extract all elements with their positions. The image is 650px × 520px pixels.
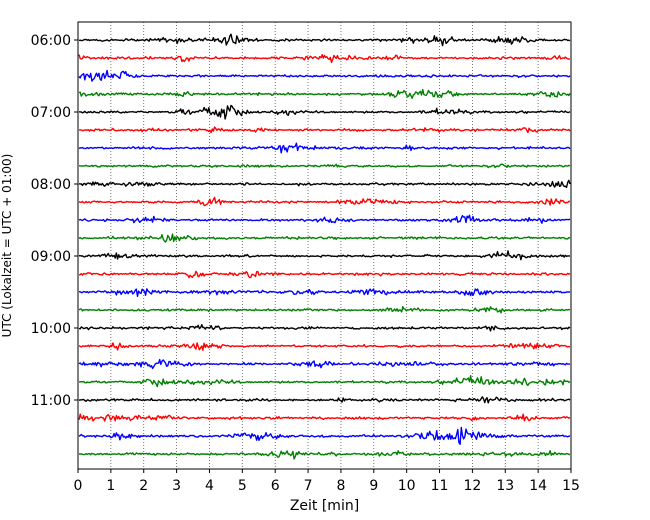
- trace-0800: [78, 179, 571, 189]
- x-tick-label: 14: [529, 478, 547, 494]
- trace-0915: [78, 270, 571, 279]
- x-axis-title: Zeit [min]: [290, 498, 359, 514]
- trace-0645: [78, 88, 571, 99]
- trace-1130: [78, 426, 571, 445]
- x-axis-ticks: 0 1 2 3 4 5 6 7 8 9 10 11 12 13 14 15: [74, 469, 580, 494]
- trace-1000: [78, 324, 571, 332]
- trace-1030: [78, 358, 570, 370]
- trace-1115: [78, 413, 571, 422]
- x-tick-label: 0: [74, 478, 83, 494]
- x-tick-label: 12: [463, 478, 481, 494]
- trace-0830: [78, 214, 571, 224]
- x-tick-label: 10: [398, 478, 416, 494]
- x-tick-label: 7: [304, 478, 313, 494]
- trace-0715: [78, 126, 571, 134]
- y-tick-label: 11:00: [31, 393, 71, 409]
- trace-0600: [78, 33, 571, 47]
- x-tick-label: 4: [205, 478, 214, 494]
- y-axis-ticks: 06:00 07:00 08:00 09:00 10:00 11:00: [31, 33, 78, 409]
- trace-1100: [78, 396, 571, 404]
- trace-0615: [78, 54, 571, 64]
- x-tick-label: 1: [106, 478, 115, 494]
- trace-0630: [78, 69, 571, 82]
- seismogram-traces: [78, 33, 571, 460]
- trace-0900: [78, 250, 571, 261]
- x-tick-label: 3: [172, 478, 181, 494]
- y-tick-label: 06:00: [31, 33, 71, 49]
- x-tick-label: 6: [271, 478, 280, 494]
- x-tick-label: 8: [336, 478, 345, 494]
- trace-0730: [78, 142, 571, 154]
- y-tick-label: 07:00: [31, 105, 71, 121]
- x-tick-label: 5: [238, 478, 247, 494]
- trace-0745: [78, 163, 571, 169]
- y-tick-label: 08:00: [31, 177, 71, 193]
- trace-0700: [78, 104, 571, 120]
- y-tick-label: 09:00: [31, 249, 71, 265]
- trace-0945: [78, 306, 571, 314]
- trace-1145: [79, 450, 571, 460]
- x-tick-label: 11: [431, 478, 449, 494]
- x-tick-label: 13: [496, 478, 514, 494]
- trace-1015: [78, 342, 571, 351]
- y-tick-label: 10:00: [31, 321, 71, 337]
- x-tick-label: 2: [139, 478, 148, 494]
- trace-0815: [78, 196, 571, 207]
- vertical-grid: [110, 22, 539, 469]
- trace-0930: [78, 288, 571, 297]
- y-axis-title: UTC (Lokalzeit = UTC + 01:00): [0, 154, 14, 338]
- trace-0845: [78, 233, 571, 243]
- trace-1045: [78, 375, 571, 388]
- x-tick-label: 9: [369, 478, 378, 494]
- x-tick-label: 15: [562, 478, 580, 494]
- plot-frame: [77, 21, 572, 470]
